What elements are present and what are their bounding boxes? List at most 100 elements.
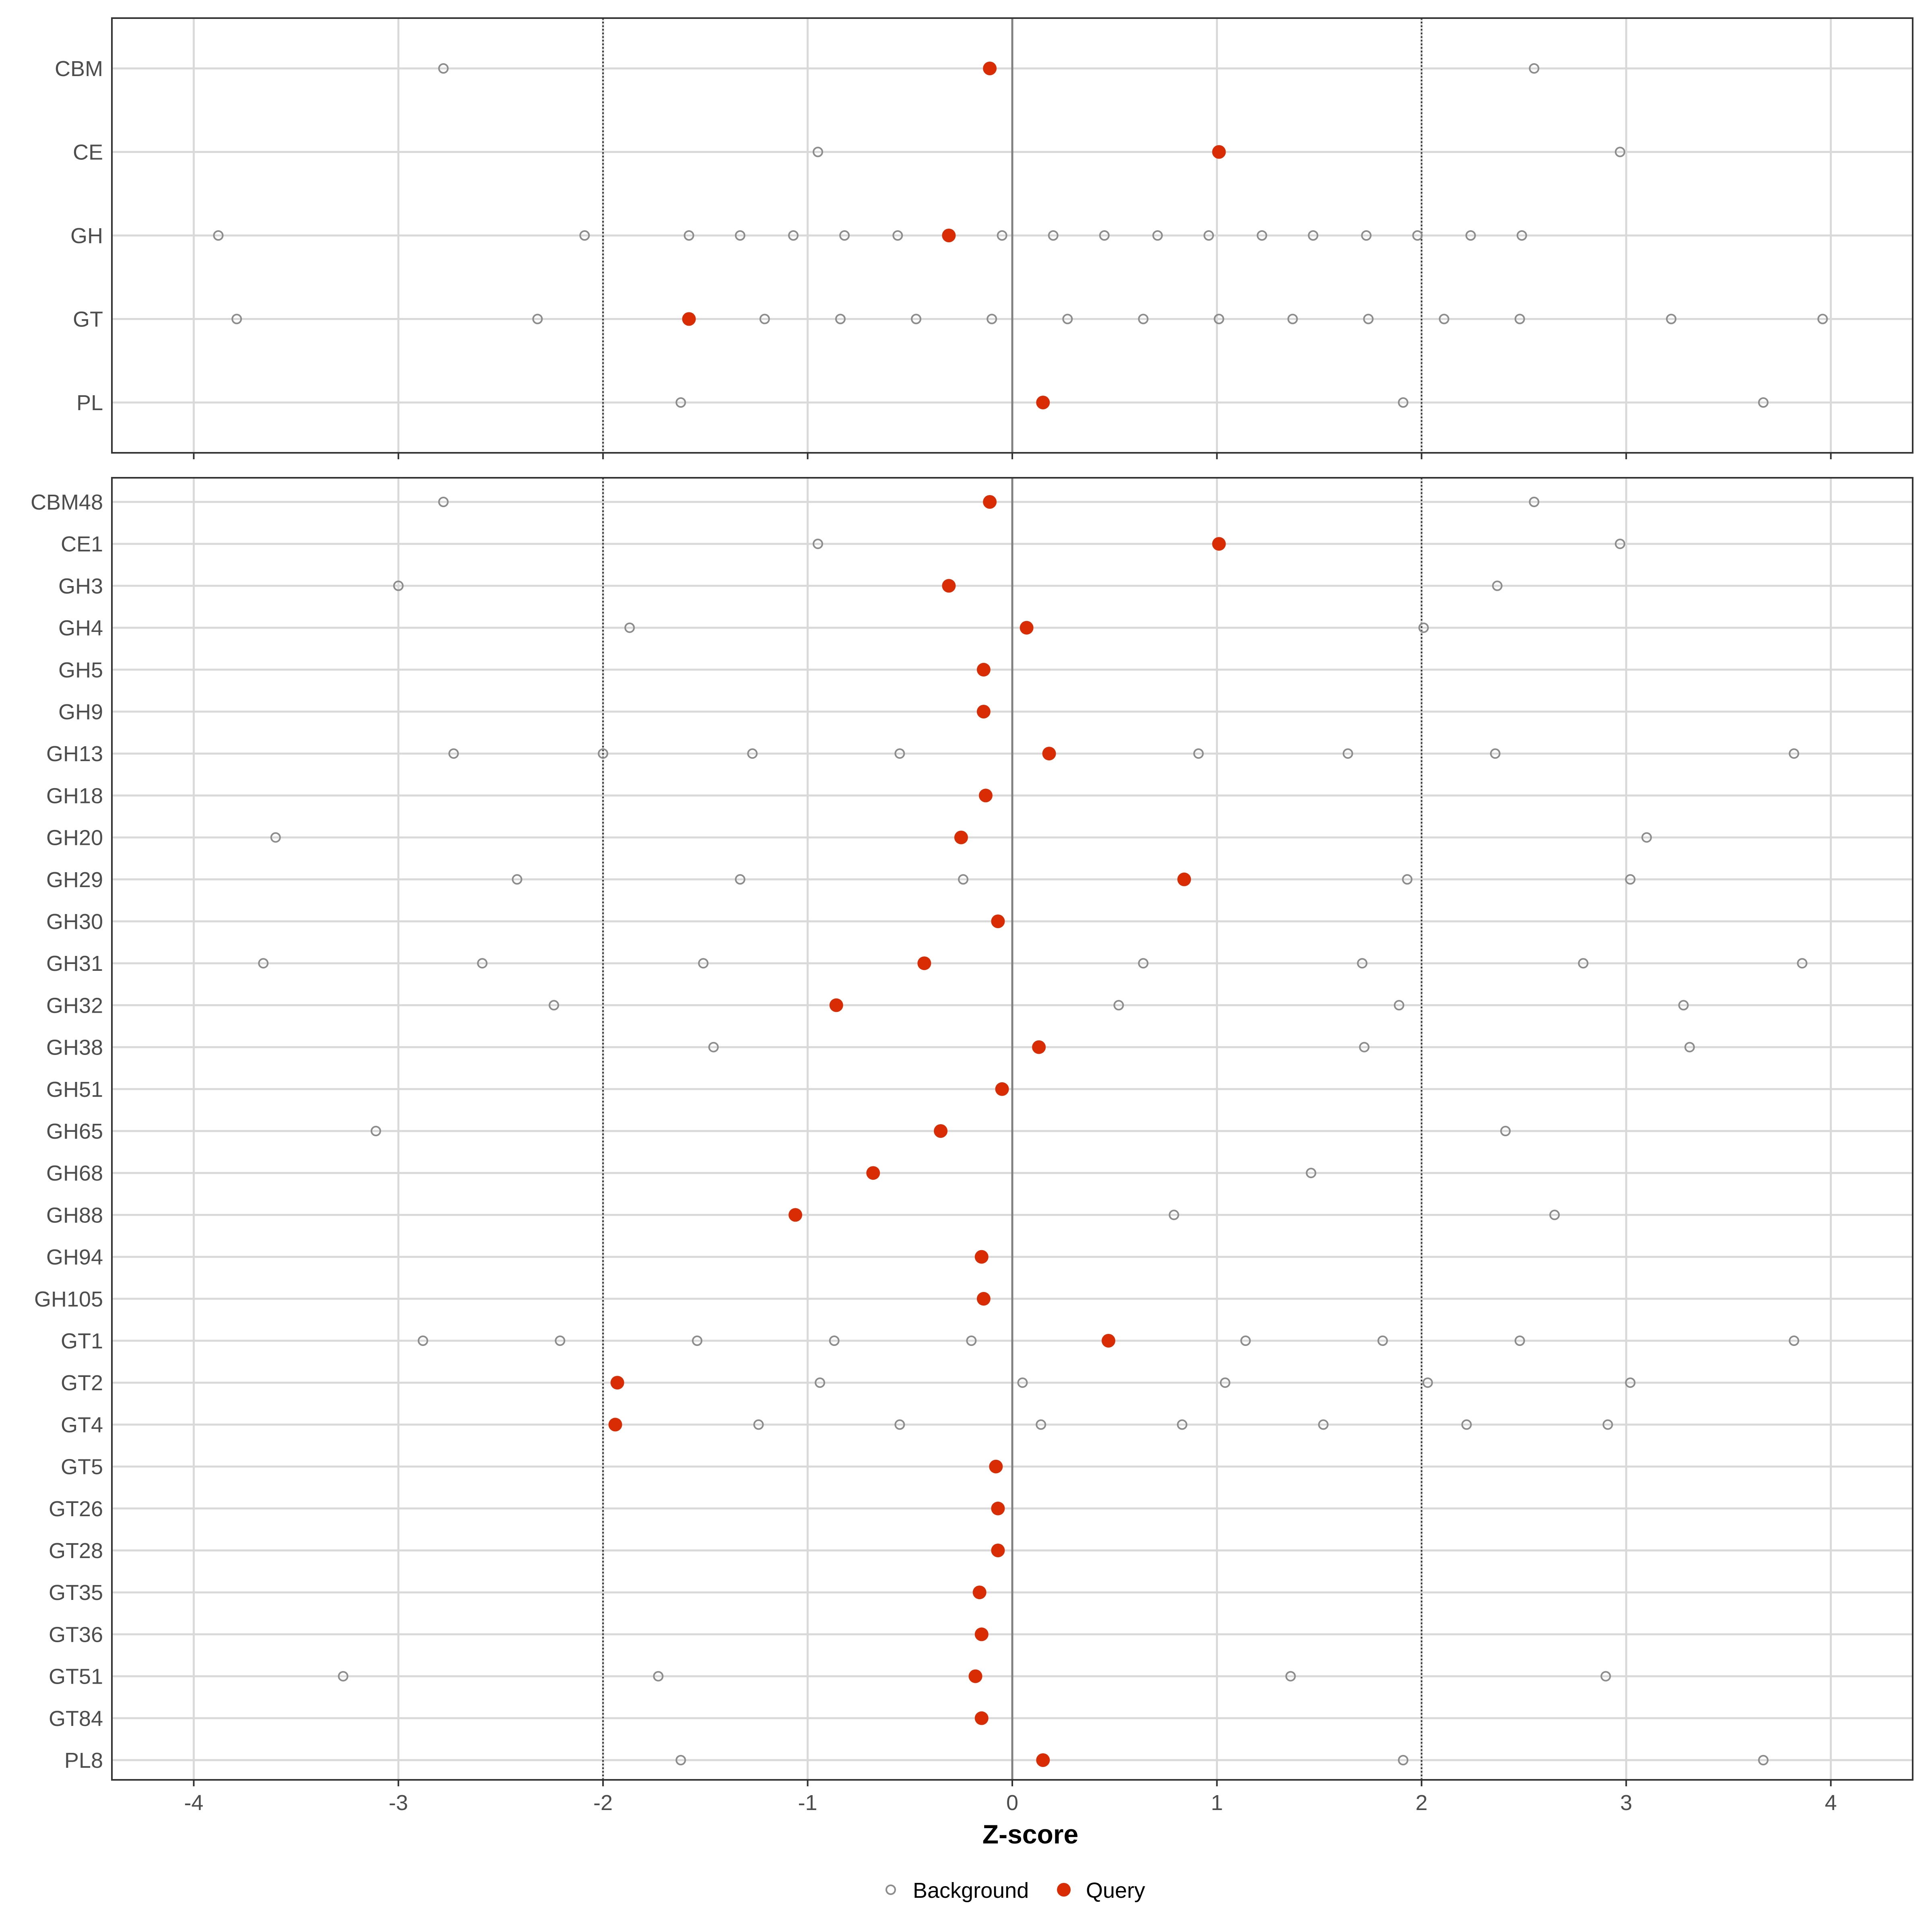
background-point — [1492, 580, 1503, 591]
background-point — [417, 1335, 428, 1346]
background-point — [1602, 1419, 1613, 1430]
background-point — [393, 580, 404, 591]
background-point — [579, 230, 590, 241]
background-point — [788, 230, 799, 241]
background-point — [555, 1335, 566, 1346]
background-point — [1214, 314, 1224, 324]
background-point — [1398, 1755, 1409, 1765]
background-point — [1412, 230, 1423, 241]
category-label: GH13 — [46, 742, 103, 766]
background-point — [1797, 958, 1808, 969]
background-point — [1138, 958, 1149, 969]
query-point — [829, 998, 843, 1012]
background-point — [1398, 397, 1409, 408]
background-point — [735, 230, 745, 241]
background-point — [1036, 1419, 1046, 1430]
background-point — [1514, 1335, 1525, 1346]
category-label: GH5 — [58, 658, 103, 682]
legend-query-label: Query — [1086, 1878, 1145, 1903]
background-point — [813, 539, 824, 549]
background-point — [735, 874, 745, 885]
background-point — [1342, 748, 1353, 759]
query-point — [978, 788, 993, 803]
category-label: GT2 — [61, 1371, 103, 1395]
background-point — [815, 1377, 826, 1388]
background-point — [213, 230, 224, 241]
background-point — [1308, 230, 1319, 241]
background-point — [1138, 314, 1149, 324]
query-point — [968, 1669, 983, 1683]
query-point — [1212, 537, 1226, 551]
query-point — [991, 1501, 1005, 1515]
background-point — [1422, 1377, 1433, 1388]
category-label: GT1 — [61, 1329, 103, 1353]
background-point — [1257, 230, 1267, 241]
category-label: GH105 — [34, 1287, 103, 1311]
query-point — [989, 1459, 1003, 1474]
background-point — [966, 1335, 977, 1346]
background-point — [477, 958, 488, 969]
background-point — [1758, 1755, 1769, 1765]
legend-query-marker — [1057, 1883, 1071, 1897]
query-point — [1177, 872, 1191, 886]
background-point — [813, 147, 824, 157]
background-point — [1789, 1335, 1800, 1346]
query-point — [974, 1250, 989, 1264]
background-point — [894, 1419, 905, 1430]
category-label: GH32 — [46, 993, 103, 1018]
background-point — [1361, 230, 1372, 241]
background-point — [958, 874, 968, 885]
background-point — [1017, 1377, 1028, 1388]
background-point — [1099, 230, 1110, 241]
background-point — [1625, 874, 1636, 885]
category-label: GH65 — [46, 1119, 103, 1144]
background-point — [438, 497, 449, 507]
category-label: CBM — [55, 57, 103, 81]
background-point — [835, 314, 846, 324]
category-label: GT26 — [49, 1497, 103, 1521]
query-point — [1036, 1753, 1050, 1767]
background-point — [1817, 314, 1828, 324]
background-point — [892, 230, 903, 241]
background-point — [1666, 314, 1677, 324]
query-point — [983, 62, 997, 75]
query-point — [974, 1627, 989, 1641]
query-point — [610, 1376, 624, 1390]
background-point — [1203, 230, 1214, 241]
query-point — [682, 312, 696, 326]
x-axis: -4 -3 -2 -1 0 1 2 3 4 — [184, 1791, 1837, 1815]
background-point — [1600, 1671, 1611, 1682]
background-point — [1439, 314, 1449, 324]
category-label: GH29 — [46, 868, 103, 892]
background-point — [692, 1335, 703, 1346]
background-point — [1549, 1210, 1560, 1220]
background-point — [753, 1419, 764, 1430]
background-point — [270, 832, 281, 843]
background-point — [1490, 748, 1501, 759]
query-point — [991, 914, 1005, 928]
background-point — [1306, 1168, 1317, 1179]
query-point — [983, 495, 997, 509]
category-label: GH38 — [46, 1036, 103, 1060]
query-point — [942, 229, 956, 242]
background-point — [653, 1671, 664, 1682]
category-label: GT4 — [61, 1413, 103, 1437]
background-point — [1465, 230, 1476, 241]
query-point — [866, 1166, 880, 1180]
background-point — [1641, 832, 1652, 843]
category-label: GT35 — [49, 1581, 103, 1605]
background-point — [231, 314, 242, 324]
query-point — [974, 1711, 989, 1725]
category-label: GH3 — [58, 574, 103, 598]
background-point — [1220, 1377, 1230, 1388]
x-tick-label: -2 — [593, 1791, 613, 1815]
category-label: GH68 — [46, 1161, 103, 1185]
background-point — [1062, 314, 1073, 324]
background-point — [839, 230, 850, 241]
query-point — [608, 1418, 622, 1432]
category-label: GH51 — [46, 1077, 103, 1102]
background-point — [1177, 1419, 1187, 1430]
query-point — [995, 1082, 1009, 1096]
background-point — [1357, 958, 1368, 969]
